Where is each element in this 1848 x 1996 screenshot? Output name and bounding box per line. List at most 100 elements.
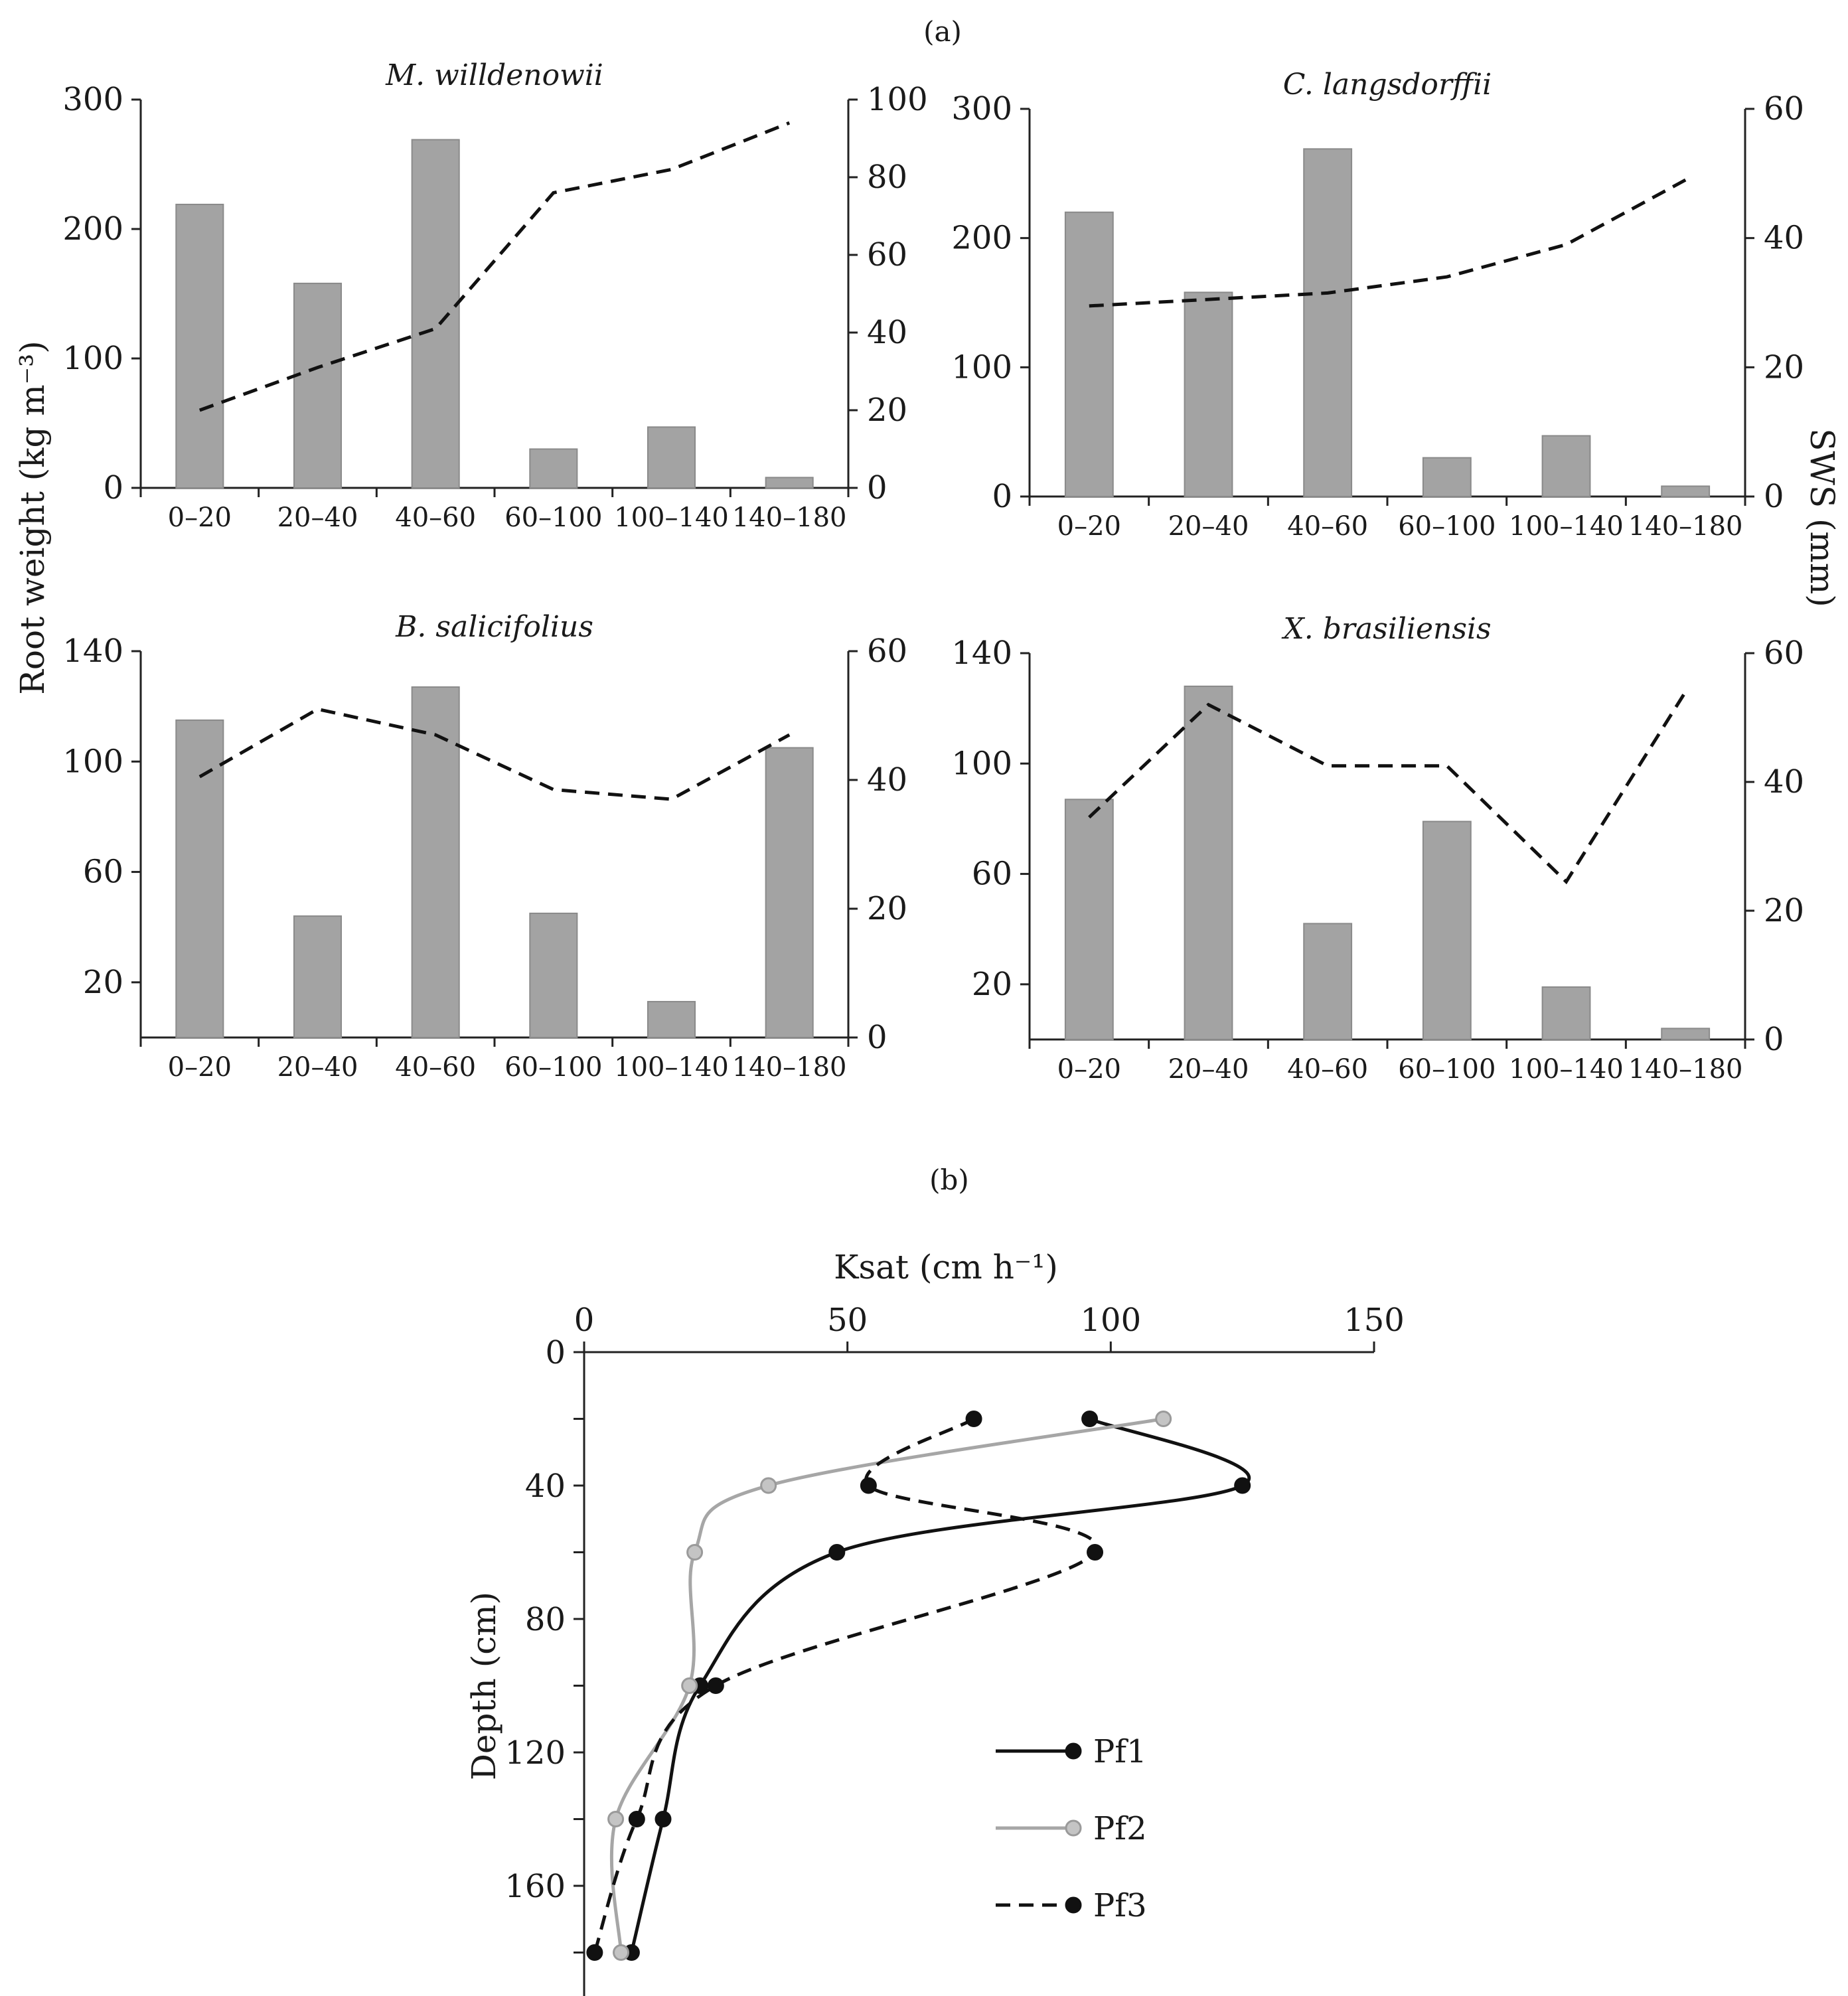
bar-5 <box>647 426 696 489</box>
x-category-label: 0–20 <box>1057 511 1121 542</box>
series-pf3-point <box>707 1677 724 1694</box>
sws-dashed-line <box>198 121 791 412</box>
ksat-x-tick-label: 50 <box>827 1302 868 1339</box>
bar-4 <box>529 912 578 1039</box>
x-category-label: 40–60 <box>395 502 476 533</box>
right-y-tick-label: 40 <box>1764 763 1804 801</box>
sws-axis-label: SWS (mm) <box>1803 428 1841 607</box>
bar-4 <box>1422 457 1472 497</box>
bar-chart-2: 0 100 200 300 0 20 40 60 0–20 20–40 40–60 60–100 100… <box>951 68 1804 542</box>
x-category-label: 140–180 <box>1628 511 1743 542</box>
left-y-tick-label: 60 <box>972 856 1012 893</box>
bar-1 <box>175 719 224 1039</box>
series-pf2-point <box>1155 1411 1172 1427</box>
legend-pf1-marker <box>1065 1742 1082 1760</box>
x-category-label: 20–40 <box>1168 511 1249 542</box>
legend: Pf1 Pf2 Pf3 <box>996 1733 1147 1924</box>
right-y-tick-label: 40 <box>1764 220 1804 257</box>
right-y-tick-label: 0 <box>1764 1021 1784 1058</box>
bar-1 <box>1064 211 1114 497</box>
depth-y-tick-label: 0 <box>545 1334 566 1371</box>
series-pf3-point <box>586 1944 603 1961</box>
depth-y-tick-label: 160 <box>504 1868 566 1905</box>
legend-pf3-marker <box>1065 1896 1082 1914</box>
depth-y-tick-label: 80 <box>525 1601 566 1638</box>
chart-title: X. brasiliensis <box>1281 612 1491 646</box>
series-pf3-point <box>860 1477 877 1494</box>
x-category-label: 20–40 <box>1168 1054 1249 1085</box>
left-y-tick-label: 200 <box>62 210 123 248</box>
left-y-tick-label: 300 <box>951 90 1012 127</box>
x-category-label: 40–60 <box>1287 511 1368 542</box>
right-y-tick-label: 100 <box>867 81 928 118</box>
legend-pf3-label: Pf3 <box>1093 1887 1147 1924</box>
root-weight-axis-label: Root weight (kg m⁻³) <box>13 341 52 694</box>
series-pf3-point <box>1087 1544 1104 1561</box>
bar-5 <box>647 1000 696 1039</box>
right-y-tick-label: 20 <box>1764 892 1804 929</box>
bar-6 <box>765 477 814 489</box>
bar-5 <box>1541 435 1591 497</box>
bar-3 <box>1303 148 1353 497</box>
left-y-tick-label: 140 <box>62 633 123 670</box>
left-y-tick-label: 100 <box>62 340 123 377</box>
bar-5 <box>1541 986 1591 1040</box>
legend-pf2-marker <box>1065 1819 1082 1837</box>
series-pf1-point <box>828 1544 846 1561</box>
bar-4 <box>529 448 578 489</box>
right-y-tick-label: 0 <box>867 1019 887 1056</box>
x-category-label: 40–60 <box>1287 1054 1368 1085</box>
series-pf2-point <box>607 1811 625 1827</box>
legend-pf2-label: Pf2 <box>1093 1810 1147 1847</box>
x-category-label: 100–140 <box>1509 1054 1624 1085</box>
x-category-label: 20–40 <box>277 502 358 533</box>
right-y-tick-label: 40 <box>867 761 907 799</box>
sws-dashed-line <box>1088 690 1687 885</box>
x-category-label: 100–140 <box>614 1052 729 1083</box>
bar-1 <box>175 203 224 489</box>
chart-title: C. langsdorffii <box>1283 68 1492 102</box>
left-y-tick-label: 100 <box>62 743 123 780</box>
right-y-tick-label: 60 <box>867 236 907 273</box>
panel-b-label: (b) <box>929 1164 969 1196</box>
left-y-tick-label: 0 <box>103 469 123 506</box>
x-category-label: 40–60 <box>395 1052 476 1083</box>
x-category-label: 60–100 <box>1398 1054 1496 1085</box>
bar-2 <box>293 915 343 1038</box>
legend-pf1-label: Pf1 <box>1093 1733 1147 1770</box>
series-pf2-point <box>613 1944 630 1961</box>
right-y-tick-label: 20 <box>867 890 907 927</box>
bar-2 <box>1184 291 1233 497</box>
right-y-tick-label: 60 <box>1764 635 1804 672</box>
ksat-depth-chart: 05010015004080120160200Ksat (cm h⁻¹)Dept… <box>465 1248 1405 1996</box>
left-y-tick-label: 60 <box>83 854 123 891</box>
right-y-tick-label: 60 <box>867 633 907 670</box>
right-y-tick-label: 0 <box>1764 478 1784 515</box>
left-y-tick-label: 0 <box>992 478 1012 515</box>
series-pf3-line <box>593 1417 1099 1954</box>
bar-1 <box>1064 799 1114 1041</box>
bar-2 <box>293 282 343 489</box>
depth-y-tick-label: 40 <box>525 1468 566 1505</box>
ksat-x-axis-title: Ksat (cm h⁻¹) <box>834 1248 1058 1286</box>
bar-6 <box>1661 1028 1711 1041</box>
right-y-tick-label: 80 <box>867 159 907 196</box>
x-category-label: 60–100 <box>504 1052 602 1083</box>
chart-title: B. salicifolius <box>395 610 593 644</box>
ksat-x-tick-label: 100 <box>1081 1302 1142 1339</box>
right-y-tick-label: 40 <box>867 314 907 351</box>
right-y-tick-label: 20 <box>867 392 907 429</box>
bar-chart-3: 20 60 100 140 0 20 40 60 0–20 20–40 40–60 60–100 100… <box>62 610 907 1083</box>
ksat-x-tick-label: 0 <box>574 1302 595 1339</box>
x-category-label: 100–140 <box>614 502 729 533</box>
x-category-label: 100–140 <box>1509 511 1624 542</box>
bar-3 <box>411 139 460 489</box>
bar-2 <box>1184 685 1233 1040</box>
series-pf1-point <box>1081 1411 1099 1427</box>
series-pf2-point <box>760 1477 777 1494</box>
sws-dashed-line <box>198 707 791 801</box>
bar-3 <box>411 686 460 1038</box>
sws-dashed-line <box>1089 178 1687 308</box>
depth-y-axis-title: Depth (cm) <box>465 1592 503 1780</box>
